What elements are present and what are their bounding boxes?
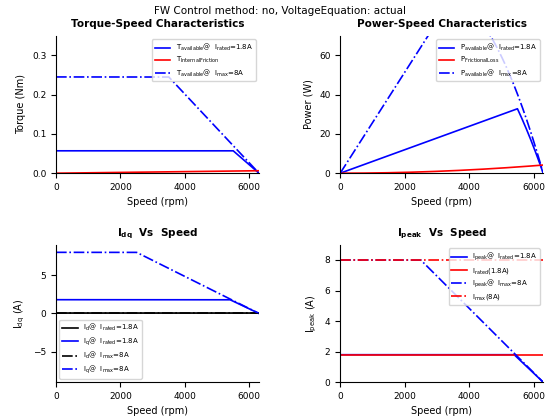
Y-axis label: Torque (Nm): Torque (Nm) xyxy=(16,74,26,134)
Title: Power-Speed Characteristics: Power-Speed Characteristics xyxy=(357,19,527,29)
Y-axis label: Power (W): Power (W) xyxy=(304,79,314,129)
Legend: P$_{\mathregular{available}}$@  I$_{\mathregular{rated}}$=1.8A, P$_{\mathregular: P$_{\mathregular{available}}$@ I$_{\math… xyxy=(436,39,540,81)
X-axis label: Speed (rpm): Speed (rpm) xyxy=(411,197,472,207)
Text: FW Control method: no, VoltageEquation: actual: FW Control method: no, VoltageEquation: … xyxy=(154,6,406,16)
Title: I$_{peak}$  Vs  Speed: I$_{peak}$ Vs Speed xyxy=(396,227,487,241)
X-axis label: Speed (rpm): Speed (rpm) xyxy=(127,197,188,207)
X-axis label: Speed (rpm): Speed (rpm) xyxy=(411,407,472,417)
X-axis label: Speed (rpm): Speed (rpm) xyxy=(127,407,188,417)
Y-axis label: I$_{dq}$ (A): I$_{dq}$ (A) xyxy=(13,298,27,329)
Title: Torque-Speed Characteristics: Torque-Speed Characteristics xyxy=(71,19,244,29)
Y-axis label: I$_{peak}$ (A): I$_{peak}$ (A) xyxy=(305,294,319,333)
Title: I$_{dq}$  Vs  Speed: I$_{dq}$ Vs Speed xyxy=(117,227,198,241)
Legend: I$_d$@  I$_{\mathregular{rated}}$=1.8A, I$_q$@  I$_{\mathregular{rated}}$=1.8A, : I$_d$@ I$_{\mathregular{rated}}$=1.8A, I… xyxy=(59,320,142,379)
Legend: T$_{\mathregular{available}}$@  I$_{\mathregular{rated}}$=1.8A, T$_{\mathregular: T$_{\mathregular{available}}$@ I$_{\math… xyxy=(152,39,255,81)
Legend: I$_{\mathregular{peak}}$@  I$_{\mathregular{rated}}$=1.8A, I$_{\mathregular{rate: I$_{\mathregular{peak}}$@ I$_{\mathregul… xyxy=(449,248,540,305)
